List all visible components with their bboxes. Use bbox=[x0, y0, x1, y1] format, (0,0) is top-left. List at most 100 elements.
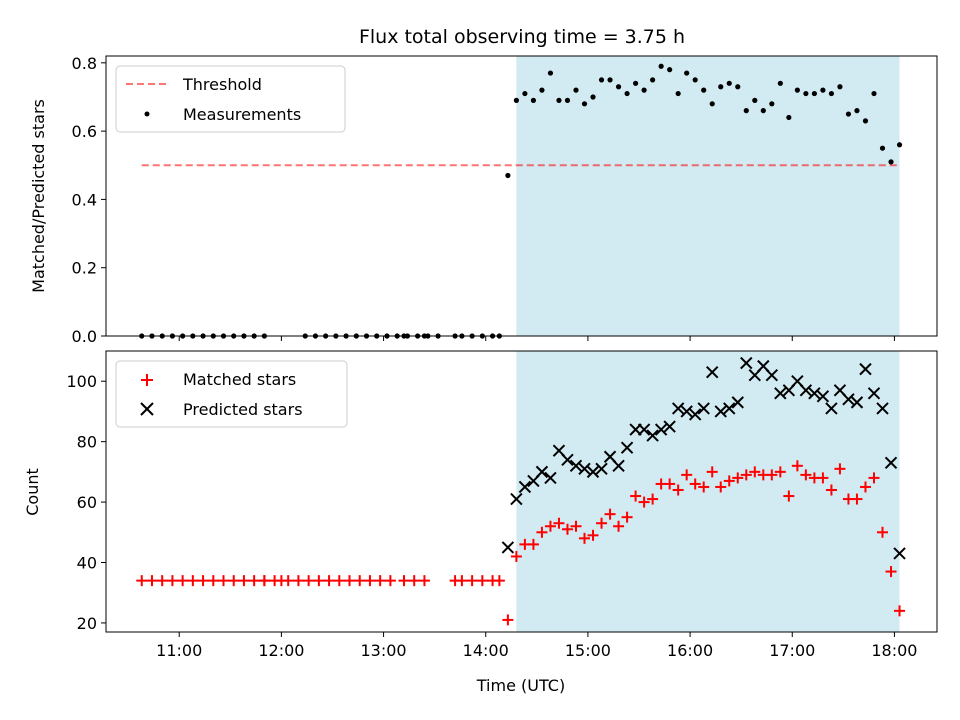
predicted-star-point bbox=[637, 423, 651, 436]
predicted-star-point bbox=[680, 405, 693, 418]
matched-star-point bbox=[292, 575, 304, 587]
predicted-star-point bbox=[586, 465, 600, 479]
measurement-point bbox=[760, 108, 766, 114]
predicted-star-point bbox=[842, 393, 855, 406]
measurement-point bbox=[879, 145, 886, 151]
measurement-point bbox=[684, 70, 690, 76]
matched-star-point bbox=[774, 466, 786, 478]
matched-star-point bbox=[791, 460, 803, 472]
matched-star-point bbox=[800, 469, 812, 481]
matched-star-point bbox=[544, 520, 556, 532]
matched-star-point bbox=[706, 466, 718, 478]
top-y-axis: 0.0 0.2 0.4 0.6 0.8 bbox=[72, 54, 106, 346]
predicted-star-point bbox=[595, 462, 608, 476]
measurement-point bbox=[581, 101, 588, 107]
legend-measurements-label: Measurements bbox=[183, 105, 301, 124]
predicted-star-point bbox=[723, 402, 736, 415]
matched-star-point bbox=[187, 575, 199, 587]
matched-star-point bbox=[664, 478, 676, 490]
measurement-point bbox=[658, 63, 664, 69]
x-tick-label: 12:00 bbox=[258, 641, 304, 660]
matched-star-point bbox=[587, 529, 599, 541]
measurement-point bbox=[820, 87, 826, 93]
matched-star-point bbox=[553, 517, 565, 529]
measurement-point bbox=[513, 97, 519, 103]
bottom-y-axis: 20 40 60 80 100 bbox=[66, 372, 106, 633]
measurement-point bbox=[803, 90, 809, 97]
top-x-ticks bbox=[178, 336, 895, 341]
predicted-star-point bbox=[731, 396, 744, 409]
predicted-star-point bbox=[544, 471, 557, 485]
predicted-star-point bbox=[578, 462, 591, 476]
matched-star-point bbox=[398, 575, 410, 587]
top-legend: Threshold Measurements bbox=[115, 65, 346, 133]
matched-star-point bbox=[258, 575, 270, 587]
matched-star-point bbox=[817, 472, 829, 484]
matched-star-point bbox=[613, 520, 625, 532]
predicted-star-point bbox=[850, 396, 864, 409]
measurement-point bbox=[896, 142, 903, 148]
matched-star-point bbox=[166, 575, 178, 587]
y-tick-label: 100 bbox=[66, 372, 97, 391]
matched-star-point bbox=[672, 484, 684, 496]
y-tick-label: 0.2 bbox=[72, 259, 97, 278]
bottom-y-label: Count bbox=[23, 468, 42, 516]
y-tick-label: 0.8 bbox=[72, 54, 97, 73]
matched-star-point bbox=[197, 575, 209, 587]
matched-star-point bbox=[207, 575, 219, 587]
predicted-star-point bbox=[663, 420, 676, 433]
predicted-star-point bbox=[859, 362, 872, 376]
y-tick-label: 60 bbox=[77, 493, 97, 512]
predicted-star-point bbox=[654, 423, 668, 436]
measurement-point bbox=[828, 90, 835, 97]
measurement-point bbox=[888, 159, 894, 165]
top-y-label: Matched/Predicted stars bbox=[29, 99, 48, 293]
matched-star-point bbox=[384, 575, 396, 587]
predicted-star-point bbox=[825, 402, 838, 415]
matched-star-point bbox=[894, 605, 906, 617]
measurement-point bbox=[598, 77, 605, 83]
predicted-star-point bbox=[501, 541, 515, 554]
matched-star-point bbox=[333, 575, 345, 587]
y-tick-label: 0.4 bbox=[72, 190, 97, 209]
count-points bbox=[136, 356, 906, 626]
matched-star-point bbox=[238, 575, 250, 587]
top-panel: 0.00.20.40.60.8 Matched/Predicted stars … bbox=[29, 54, 938, 346]
measurement-point bbox=[854, 108, 860, 114]
matched-star-point bbox=[834, 463, 846, 475]
predicted-star-point bbox=[867, 387, 881, 400]
matched-star-point bbox=[783, 490, 795, 502]
predicted-star-point bbox=[884, 456, 898, 470]
predicted-star-point bbox=[518, 480, 532, 494]
measurement-point bbox=[556, 97, 562, 103]
matched-star-point bbox=[146, 575, 158, 587]
matched-star-point bbox=[418, 575, 430, 587]
y-tick-label: 80 bbox=[77, 433, 97, 452]
matched-star-point bbox=[877, 526, 889, 538]
predicted-star-point bbox=[808, 387, 821, 400]
measurement-point bbox=[743, 108, 749, 114]
matched-star-point bbox=[408, 575, 420, 587]
matched-star-point bbox=[303, 575, 315, 587]
legend-measurements-swatch bbox=[144, 111, 150, 117]
matched-star-point bbox=[825, 484, 837, 496]
measurement-point bbox=[777, 80, 783, 86]
x-tick-label: 13:00 bbox=[361, 641, 407, 660]
matched-star-point bbox=[344, 575, 356, 587]
predicted-star-point bbox=[671, 402, 685, 415]
predicted-star-point bbox=[799, 384, 813, 397]
matched-star-point bbox=[681, 469, 693, 481]
legend-threshold-label: Threshold bbox=[182, 75, 262, 94]
measurement-point bbox=[862, 118, 869, 124]
matched-star-point bbox=[561, 523, 573, 535]
matched-star-point bbox=[723, 475, 735, 487]
matched-star-point bbox=[248, 575, 260, 587]
measurement-point bbox=[726, 80, 732, 86]
measurement-point bbox=[811, 90, 817, 97]
matched-star-point bbox=[502, 614, 514, 626]
matched-star-point bbox=[364, 575, 376, 587]
matched-star-point bbox=[740, 469, 752, 481]
matched-star-point bbox=[177, 575, 189, 587]
measurement-point bbox=[564, 97, 571, 103]
